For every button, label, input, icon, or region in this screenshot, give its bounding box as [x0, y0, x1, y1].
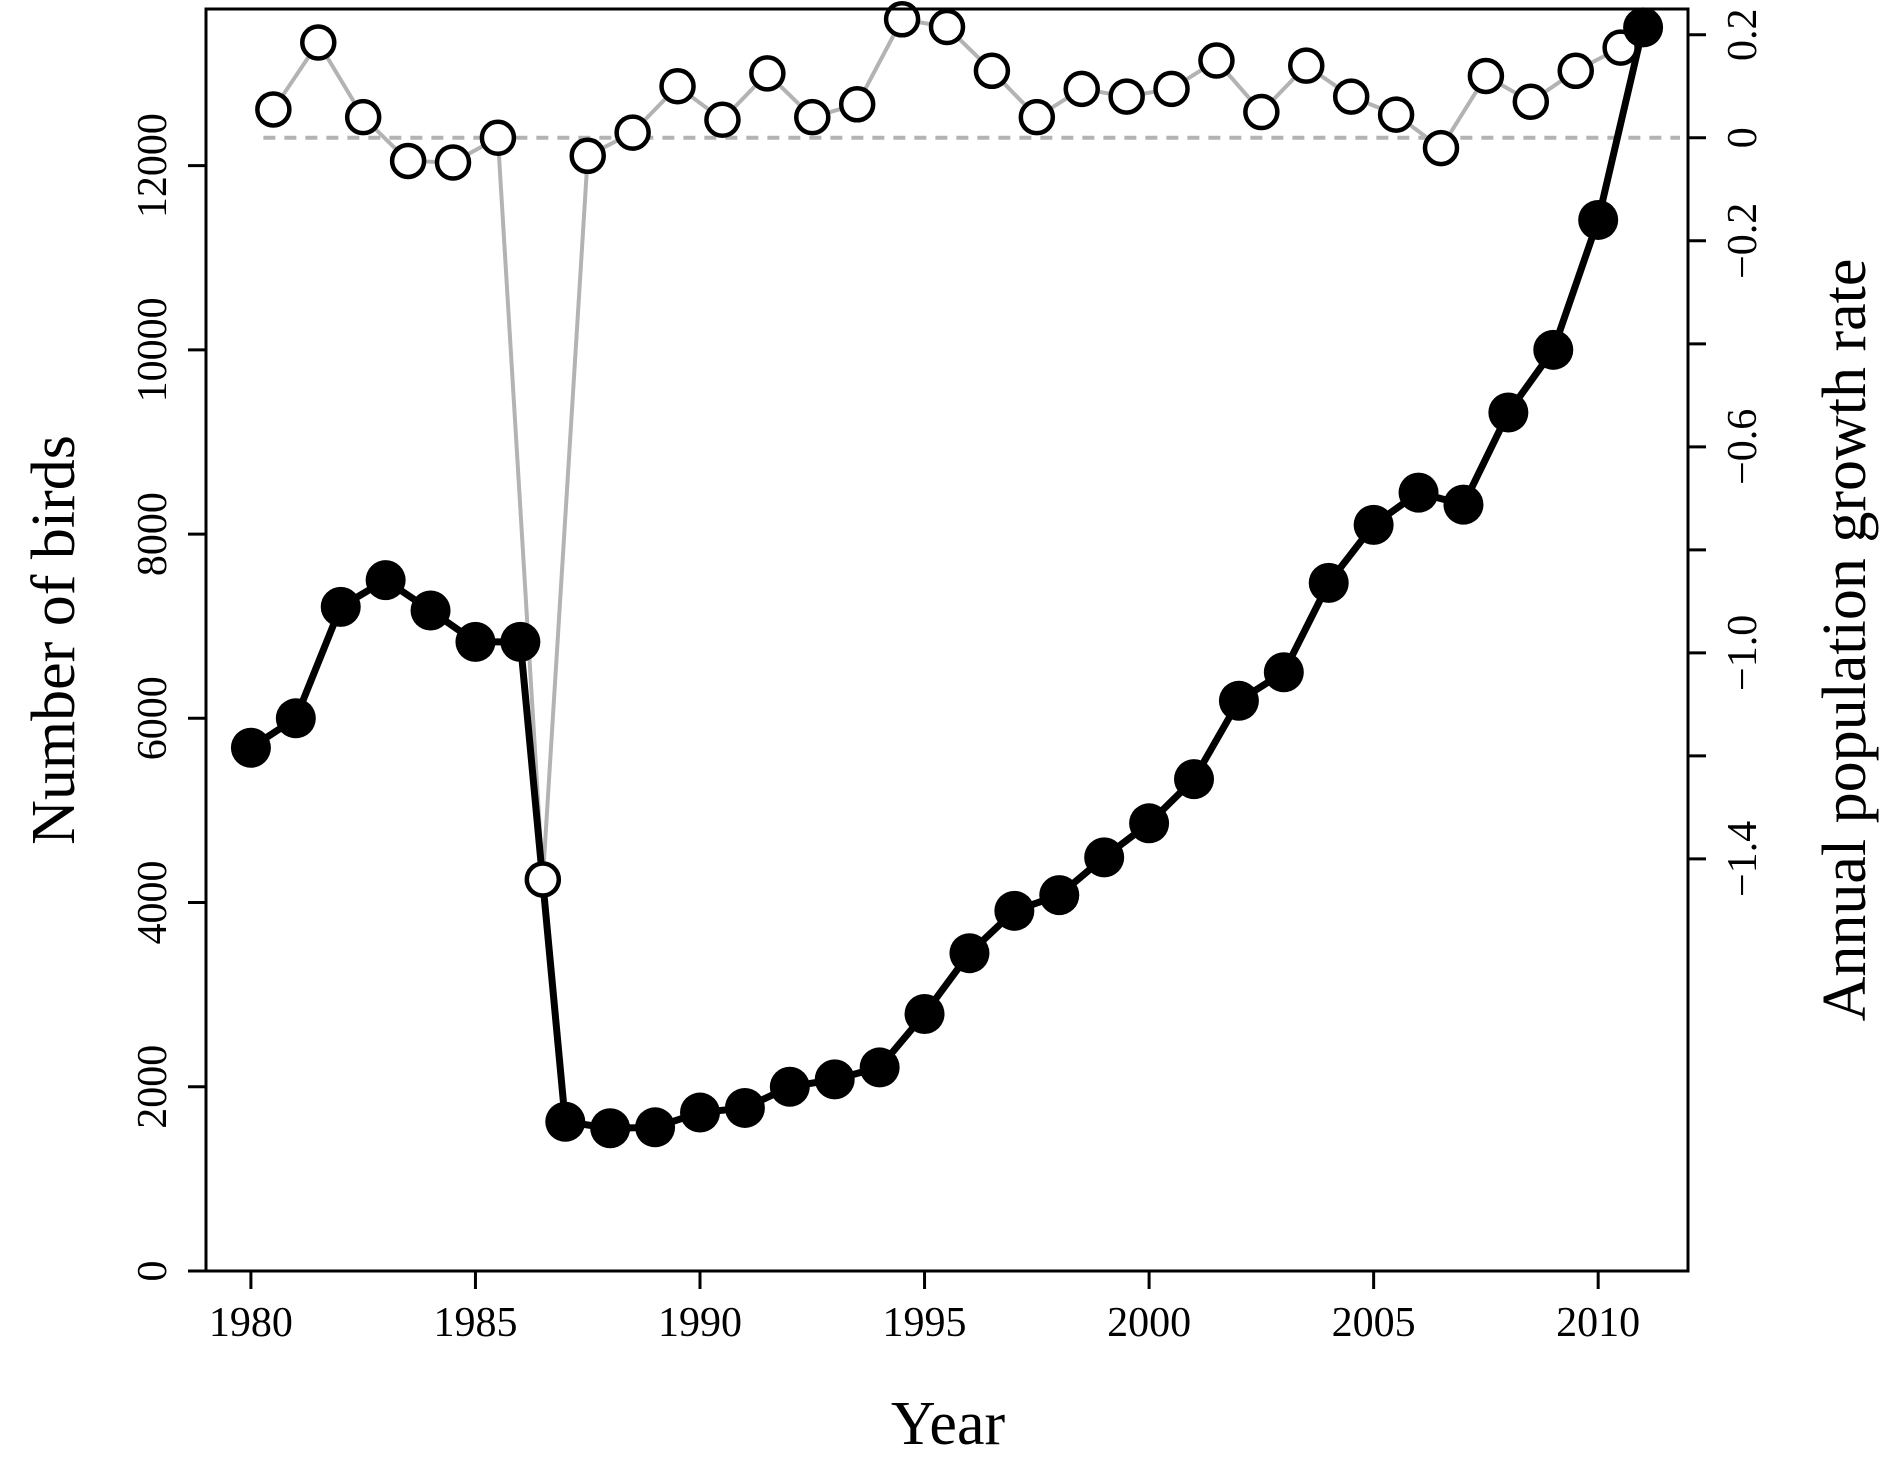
population-point [1218, 680, 1259, 721]
growth-point [524, 861, 562, 898]
x-tick-label: 1980 [209, 1300, 293, 1346]
y-tick-label-left: 2000 [130, 1045, 176, 1129]
population-point [814, 1059, 855, 1100]
growth-point [389, 142, 427, 180]
population-point [275, 698, 316, 739]
population-point [1578, 199, 1619, 240]
growth-point [344, 98, 382, 136]
population-point [230, 727, 271, 768]
plot-frame [204, 7, 1690, 1273]
growth-point [1512, 83, 1550, 120]
population-point [1533, 329, 1574, 370]
growth-point [1467, 57, 1505, 95]
y-tick-label-left: 10000 [130, 297, 176, 402]
population-series-points-layer [230, 7, 1664, 1149]
growth-point [1153, 70, 1190, 108]
population-point [365, 560, 406, 601]
x-tick-label: 1985 [433, 1300, 517, 1346]
population-point [1129, 803, 1170, 844]
growth-point [1018, 98, 1056, 136]
growth-series-points-layer [255, 1, 1639, 898]
y-tick-label-left: 0 [130, 1261, 176, 1282]
growth-series-line-layer [271, 17, 1622, 880]
population-point [320, 586, 361, 627]
y-tick-label-left: 6000 [130, 676, 176, 760]
population-point [635, 1107, 676, 1148]
population-point [680, 1092, 720, 1133]
growth-point [569, 137, 606, 175]
population-series-line-layer [248, 26, 1647, 1132]
y-axis-title-right: Annual population growth rate [1811, 259, 1879, 1022]
y-tick-label-left: 8000 [130, 492, 176, 576]
population-point [1263, 652, 1304, 693]
x-tick-label: 2005 [1332, 1300, 1416, 1346]
population-point [994, 890, 1035, 931]
population-point [769, 1066, 810, 1107]
y-tick-label-left: 12000 [130, 113, 176, 218]
growth-point [928, 8, 966, 46]
growth-point [1288, 47, 1325, 84]
x-tick-label: 1990 [658, 1300, 742, 1346]
growth-point [1377, 96, 1415, 133]
y-tick-label-left: 4000 [130, 861, 176, 945]
population-point [1039, 875, 1080, 916]
population-point [500, 621, 541, 662]
population-point [1174, 759, 1214, 800]
y-axis-title-left: Number of birds [20, 435, 88, 845]
population-point [1398, 472, 1439, 513]
population-point [455, 621, 496, 662]
population-point [410, 590, 451, 631]
population-series-line [248, 26, 1647, 1132]
x-axis-title: Year [891, 1390, 1006, 1458]
growth-point [1557, 52, 1594, 90]
y-tick-label-right: −0.6 [1720, 409, 1766, 485]
population-point [949, 933, 990, 974]
growth-point [479, 119, 517, 157]
population-point [1084, 837, 1125, 878]
y-tick-label-right: −1.0 [1720, 615, 1766, 691]
growth-point [255, 91, 292, 128]
population-point [1353, 504, 1394, 545]
y-tick-label-right: −0.2 [1720, 203, 1766, 279]
growth-point [838, 86, 876, 123]
growth-point [1422, 129, 1460, 167]
y-tick-label-right: 0 [1720, 127, 1766, 148]
population-point [859, 1047, 900, 1088]
growth-point [704, 101, 741, 138]
growth-point [1198, 42, 1235, 79]
growth-point [434, 144, 472, 181]
growth-point [1243, 93, 1280, 131]
x-tick-label: 1995 [883, 1300, 967, 1346]
growth-point [659, 68, 696, 105]
growth-point [614, 114, 651, 151]
growth-series-line [271, 17, 1622, 880]
population-point [1488, 392, 1529, 433]
growth-point [794, 98, 831, 136]
y-tick-label-right: −1.4 [1720, 821, 1766, 897]
growth-point [300, 24, 337, 61]
population-point [545, 1101, 586, 1142]
growth-point [1332, 78, 1370, 115]
growth-point [1063, 70, 1100, 108]
growth-point [1108, 78, 1145, 115]
growth-point [883, 1, 921, 38]
population-point [1443, 484, 1484, 525]
growth-point [973, 52, 1011, 90]
population-point [904, 993, 945, 1034]
population-point [1308, 562, 1349, 603]
population-point [724, 1087, 765, 1128]
growth-point [749, 55, 786, 92]
population-point [590, 1108, 631, 1149]
axes-layer: 1980 1985 1990 1995 2000 2005 2010 0 2000 4000 600… [130, 9, 1766, 1346]
x-tick-label: 2010 [1556, 1300, 1640, 1346]
population-point [1623, 7, 1664, 48]
y-tick-label-right: 0.2 [1720, 9, 1766, 62]
x-tick-label: 2000 [1107, 1300, 1191, 1346]
